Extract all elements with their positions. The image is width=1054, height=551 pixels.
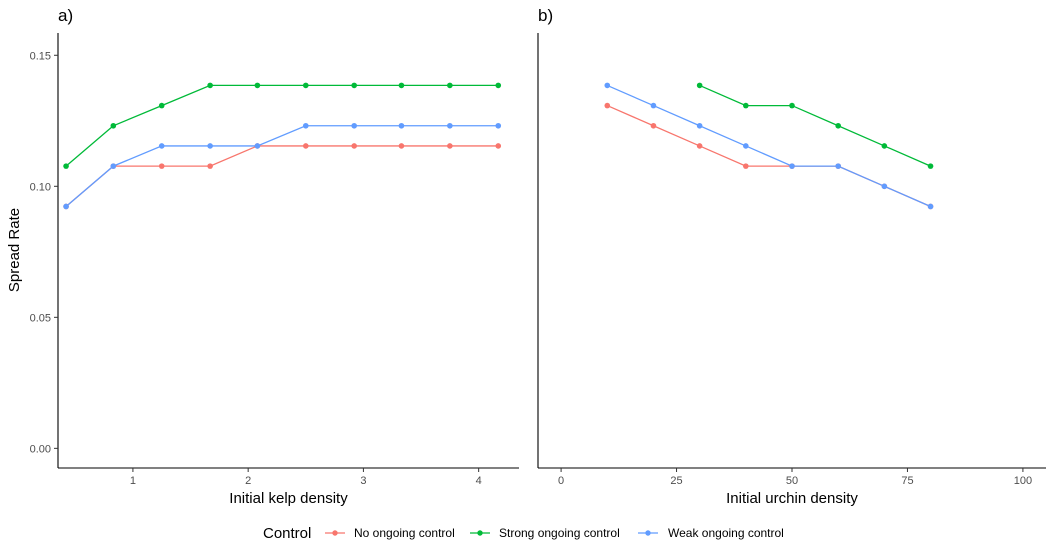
panel-a-y-tick-label: 0.00 (30, 443, 51, 455)
panel-b-series-line-weak-ongoing-control (607, 84, 931, 208)
panel-a-point-strong-ongoing-control (447, 82, 453, 89)
panel-a-x-tick-label: 2 (245, 475, 251, 487)
panel-b-point-strong-ongoing-control (743, 102, 749, 109)
panel-a-series-line-strong-ongoing-control (65, 84, 499, 167)
panel-a-series-line-no-ongoing-control (65, 145, 499, 207)
panel-a: a) 1 2 3 4 0.00 0.05 0.10 0.15 Initial kelp den… (6, 6, 519, 507)
panel-b-point-weak-ongoing-control (743, 143, 749, 149)
panel-b-point-weak-ongoing-control (604, 82, 611, 89)
panel-b-x-tick-label: 100 (1014, 475, 1032, 487)
panel-a-point-strong-ongoing-control (495, 82, 502, 89)
panel-b-point-weak-ongoing-control (650, 102, 657, 109)
legend-label-no-ongoing-control: No ongoing control (354, 526, 455, 540)
legend-item-weak-ongoing-control: Weak ongoing control (638, 526, 784, 540)
panel-a-point-strong-ongoing-control (351, 82, 357, 89)
panel-a-point-strong-ongoing-control (207, 82, 213, 89)
panel-a-series-line-weak-ongoing-control (65, 125, 499, 207)
panel-a-tag: a) (58, 6, 73, 25)
panel-b-point-strong-ongoing-control (881, 143, 888, 149)
panel-b-point-strong-ongoing-control (927, 163, 934, 169)
panel-a-point-no-ongoing-control (158, 163, 165, 169)
panel-b-series (604, 82, 934, 210)
legend-key-dot-no-ongoing-control (332, 530, 338, 536)
panel-a-point-weak-ongoing-control (63, 203, 69, 210)
panel-a-y-tick-label: 0.05 (30, 312, 51, 324)
panel-b-tag: b) (538, 6, 553, 25)
panel-a-ticks: 1 2 3 4 0.00 0.05 0.10 0.15 (30, 50, 482, 487)
panel-b-point-weak-ongoing-control (927, 203, 934, 210)
panel-a-y-axis-title: Spread Rate (6, 208, 23, 292)
panel-a-point-weak-ongoing-control (110, 163, 117, 169)
panel-a-point-no-ongoing-control (207, 163, 213, 169)
panel-a-y-tick-label: 0.15 (30, 50, 51, 62)
panel-a-point-weak-ongoing-control (398, 122, 405, 129)
panel-b-point-weak-ongoing-control (881, 183, 888, 190)
panel-b-x-axis-title: Initial urchin density (726, 490, 858, 507)
panel-a-point-no-ongoing-control (351, 143, 357, 149)
panel-b-point-strong-ongoing-control (696, 82, 703, 89)
panel-a-point-no-ongoing-control (495, 143, 502, 149)
panel-b-point-strong-ongoing-control (835, 122, 841, 129)
panel-a-point-weak-ongoing-control (302, 122, 309, 129)
panel-b-point-strong-ongoing-control (789, 102, 795, 109)
panel-a-x-tick-label: 4 (476, 475, 482, 487)
panel-b-point-weak-ongoing-control (789, 163, 795, 169)
panel-b-ticks: 0 25 50 75 100 (558, 468, 1032, 487)
panel-a-point-no-ongoing-control (398, 143, 405, 149)
panel-b-point-no-ongoing-control (696, 143, 703, 149)
legend-label-strong-ongoing-control: Strong ongoing control (499, 526, 620, 540)
panel-a-point-strong-ongoing-control (63, 163, 69, 169)
panel-a-x-tick-label: 3 (360, 475, 366, 487)
legend-item-no-ongoing-control: No ongoing control (325, 526, 455, 540)
panel-a-point-strong-ongoing-control (158, 102, 165, 109)
panel-a-point-no-ongoing-control (302, 143, 309, 149)
panel-a-point-weak-ongoing-control (447, 122, 453, 129)
panel-a-point-strong-ongoing-control (254, 82, 261, 89)
panel-b-series-line-strong-ongoing-control (699, 84, 931, 167)
panel-a-point-strong-ongoing-control (302, 82, 309, 89)
legend-item-strong-ongoing-control: Strong ongoing control (470, 526, 620, 540)
panel-b-x-tick-label: 25 (670, 475, 682, 487)
panel-a-x-axis-title: Initial kelp density (229, 490, 348, 507)
panel-a-series (63, 82, 502, 210)
panel-b-point-weak-ongoing-control (696, 122, 703, 129)
panel-b: b) 0 25 50 75 100 Initial urchin density (537, 6, 1046, 507)
legend-key-dot-strong-ongoing-control (477, 530, 483, 536)
panel-b-point-no-ongoing-control (604, 102, 611, 109)
panel-a-point-weak-ongoing-control (254, 143, 261, 149)
panel-a-y-tick-label: 0.10 (30, 181, 51, 193)
panel-a-point-no-ongoing-control (447, 143, 453, 149)
legend-title: Control (263, 525, 311, 542)
panel-a-point-strong-ongoing-control (110, 122, 117, 129)
panel-a-point-weak-ongoing-control (207, 143, 213, 149)
panel-a-x-tick-label: 1 (130, 475, 136, 487)
panel-a-point-weak-ongoing-control (495, 122, 502, 129)
panel-b-x-tick-label: 75 (901, 475, 913, 487)
panel-b-point-no-ongoing-control (650, 122, 657, 129)
panel-b-point-weak-ongoing-control (835, 163, 841, 169)
legend-key-dot-weak-ongoing-control (645, 530, 651, 536)
panel-a-point-weak-ongoing-control (351, 122, 357, 129)
panel-a-point-strong-ongoing-control (398, 82, 405, 89)
legend: Control No ongoing control Strong ongoin… (263, 525, 784, 542)
legend-label-weak-ongoing-control: Weak ongoing control (668, 526, 784, 540)
panel-a-point-weak-ongoing-control (158, 143, 165, 149)
panel-b-x-tick-label: 0 (558, 475, 564, 487)
panel-b-x-tick-label: 50 (786, 475, 798, 487)
panel-b-point-no-ongoing-control (743, 163, 749, 169)
